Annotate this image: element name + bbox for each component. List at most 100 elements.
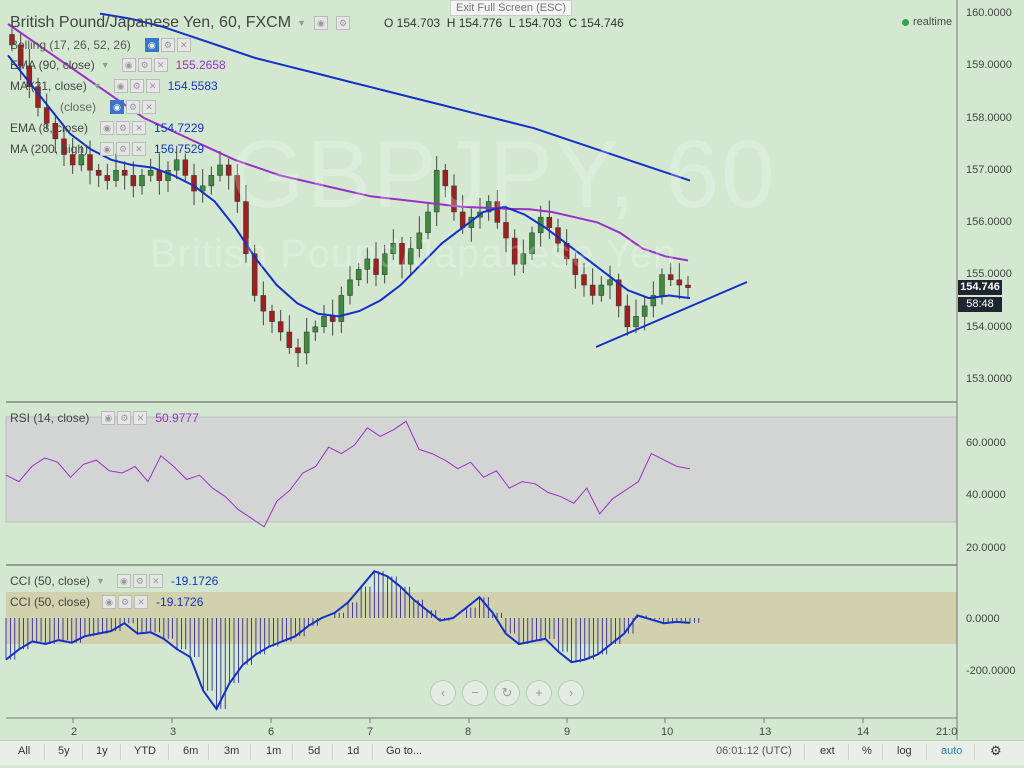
range-5d[interactable]: 5d [308, 745, 321, 757]
legend-bollinger[interactable]: Bolling (17, 26, 52, 26) ◉ ⚙ ✕ [10, 38, 191, 52]
candle-body [173, 159, 180, 171]
eye-icon[interactable]: ◉ [100, 142, 115, 156]
eye-icon[interactable]: ◉ [110, 100, 125, 114]
candle-body [234, 175, 241, 202]
gear-icon[interactable]: ⚙ [117, 411, 132, 425]
watermark-symbol: GBPJPY, 60 [230, 121, 777, 228]
close-icon[interactable]: ✕ [145, 79, 160, 93]
candle-body [243, 201, 249, 254]
range-all[interactable]: All [18, 745, 31, 757]
candle-body [87, 154, 93, 171]
candle-body [650, 295, 657, 307]
legend-cci-2[interactable]: CCI (50, close) ◉ ⚙ ✕ -19.1726 [10, 595, 204, 609]
candle-body [390, 243, 397, 254]
close-icon[interactable]: ✕ [153, 58, 168, 72]
range-1d[interactable]: 1d [347, 745, 360, 757]
bar-countdown: 58:48 [958, 297, 1002, 312]
legend-ema8[interactable]: EMA (8, close) ◉ ⚙ ✕ 154.7229 [10, 121, 205, 135]
time-tick: 3 [170, 726, 177, 738]
close-icon[interactable]: ✕ [176, 38, 191, 52]
range-3m[interactable]: 3m [224, 745, 240, 757]
eye-icon[interactable]: ◉ [100, 121, 115, 135]
eye-icon[interactable]: ◉ [101, 411, 116, 425]
utc-clock[interactable]: 06:01:12 (UTC) [716, 745, 792, 757]
symbol-header: British Pound/Japanese Yen, 60, FXCM ▼ ◉… [10, 14, 624, 32]
chevron-down-icon[interactable]: ▼ [92, 81, 102, 91]
legend-ma200[interactable]: MA (200, high) ◉ ⚙ ✕ 156.7529 [10, 142, 205, 156]
range-1m[interactable]: 1m [266, 745, 282, 757]
eye-icon[interactable]: ◉ [116, 574, 131, 588]
eye-icon[interactable]: ◉ [121, 58, 136, 72]
gear-icon[interactable]: ⚙ [116, 142, 131, 156]
candle-body [217, 164, 223, 176]
candle-body [225, 164, 232, 176]
close-icon[interactable]: ✕ [142, 100, 157, 114]
candle-body [269, 310, 275, 322]
gear-icon[interactable]: ⚙ [160, 38, 175, 52]
gear-icon[interactable]: ⚙ [137, 58, 152, 72]
candle-body [659, 274, 665, 296]
gear-icon[interactable]: ⚙ [118, 595, 133, 609]
exit-fullscreen-button[interactable]: Exit Full Screen (ESC) [450, 0, 573, 16]
gear-icon[interactable]: ⚙ [129, 79, 144, 93]
reset-chart-button[interactable]: ↻ [494, 680, 520, 706]
legend-hidden-study[interactable]: (close) ◉ ⚙ ✕ [10, 100, 157, 114]
candle-body [416, 232, 423, 249]
candle-body [147, 169, 154, 176]
candle-body [633, 316, 639, 328]
goto-date-button[interactable]: Go to... [386, 745, 423, 757]
chevron-down-icon[interactable]: ▼ [96, 576, 105, 586]
close-icon[interactable]: ✕ [134, 595, 149, 609]
candle-body [104, 175, 111, 181]
candle-body [676, 279, 683, 286]
gear-icon[interactable]: ⚙ [126, 100, 141, 114]
legend-cci-1[interactable]: CCI (50, close) ▼ ◉ ⚙ ✕ -19.1726 [10, 574, 219, 588]
range-ytd[interactable]: YTD [134, 745, 156, 757]
time-tick: 21:0 [936, 726, 958, 738]
zoom-out-button[interactable]: − [462, 680, 488, 706]
legend-ema90[interactable]: EMA (90, close) ▼ ◉ ⚙ ✕ 155.2658 [10, 58, 226, 72]
gear-icon[interactable]: ⚙ [335, 16, 350, 30]
zoom-in-button[interactable]: + [526, 680, 552, 706]
eye-icon[interactable]: ◉ [313, 16, 328, 30]
log-toggle[interactable]: log [897, 745, 912, 757]
gear-icon[interactable]: ⚙ [116, 121, 131, 135]
eye-icon[interactable]: ◉ [102, 595, 117, 609]
candle-body [615, 279, 622, 307]
eye-icon[interactable]: ◉ [144, 38, 159, 52]
cci-tick: -200.0000 [966, 665, 1016, 677]
eye-icon[interactable]: ◉ [113, 79, 128, 93]
percent-toggle[interactable]: % [862, 745, 872, 757]
candle-body [347, 279, 353, 296]
candle-body [433, 169, 440, 213]
candle-body [191, 175, 197, 192]
ext-toggle[interactable]: ext [820, 745, 835, 757]
range-5y[interactable]: 5y [58, 745, 70, 757]
close-icon[interactable]: ✕ [148, 574, 163, 588]
gear-icon[interactable]: ⚙ [990, 743, 1002, 758]
price-tick: 154.0000 [966, 321, 1012, 333]
candle-body [208, 175, 215, 187]
gear-icon[interactable]: ⚙ [132, 574, 147, 588]
close-icon[interactable]: ✕ [132, 142, 147, 156]
legend-ma21[interactable]: MA (21, close) ▼ ◉ ⚙ ✕ 154.5583 [10, 79, 218, 93]
legend-rsi[interactable]: RSI (14, close) ◉ ⚙ ✕ 50.9777 [10, 411, 199, 425]
candle-body [199, 185, 206, 192]
scroll-left-button[interactable]: ‹ [430, 680, 456, 706]
close-icon[interactable]: ✕ [132, 121, 147, 135]
chevron-down-icon[interactable]: ▼ [297, 18, 306, 28]
time-tick: 6 [268, 726, 275, 738]
symbol-title[interactable]: British Pound/Japanese Yen, 60, FXCM [10, 14, 292, 31]
candle-body [572, 258, 579, 275]
chevron-down-icon[interactable]: ▼ [100, 60, 110, 70]
candle-body [113, 169, 119, 181]
range-1y[interactable]: 1y [96, 745, 108, 757]
close-icon[interactable]: ✕ [133, 411, 148, 425]
range-6m[interactable]: 6m [183, 745, 199, 757]
auto-scale-toggle[interactable]: auto [941, 745, 963, 757]
candle-body [442, 169, 449, 187]
scroll-right-button[interactable]: › [558, 680, 584, 706]
candle-body [520, 253, 527, 265]
candle-body [598, 284, 605, 296]
